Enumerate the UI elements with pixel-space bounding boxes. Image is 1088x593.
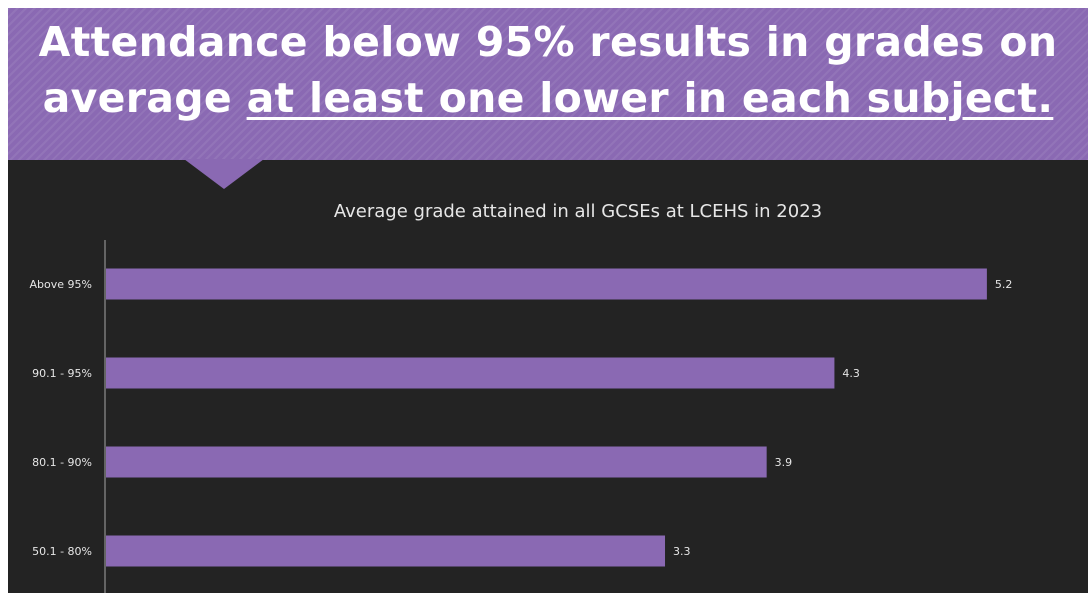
- bar-chart: Above 95% 5.2 90.1 - 95% 4.3 80.1 - 90% 3.9 50…: [30, 240, 1013, 593]
- bar: [106, 268, 987, 300]
- data-label: 3.9: [775, 456, 793, 469]
- data-label: 3.3: [673, 545, 691, 558]
- category-label: 80.1 - 90%: [32, 456, 92, 469]
- category-label: 90.1 - 95%: [32, 367, 92, 380]
- category-label: Above 95%: [30, 278, 92, 291]
- chart-title: Average grade attained in all GCSEs at L…: [333, 201, 823, 222]
- banner-pointer: [184, 159, 264, 189]
- slide: Attendance below 95% results in grades o…: [8, 8, 1088, 593]
- headline: Attendance below 95% results in grades o…: [8, 14, 1088, 126]
- headline-banner: Attendance below 95% results in grades o…: [8, 8, 1088, 160]
- headline-line-1: Attendance below 95% results in grades o…: [38, 18, 1058, 66]
- category-label: 50.1 - 80%: [32, 545, 92, 558]
- data-label: 4.3: [842, 367, 860, 380]
- bar: [106, 357, 835, 389]
- bar: [106, 446, 767, 478]
- headline-line-2-plain: average: [42, 74, 247, 122]
- headline-line-2-underlined: at least one lower in each subject.: [246, 74, 1054, 122]
- data-label: 5.2: [995, 278, 1013, 291]
- bar: [106, 535, 666, 567]
